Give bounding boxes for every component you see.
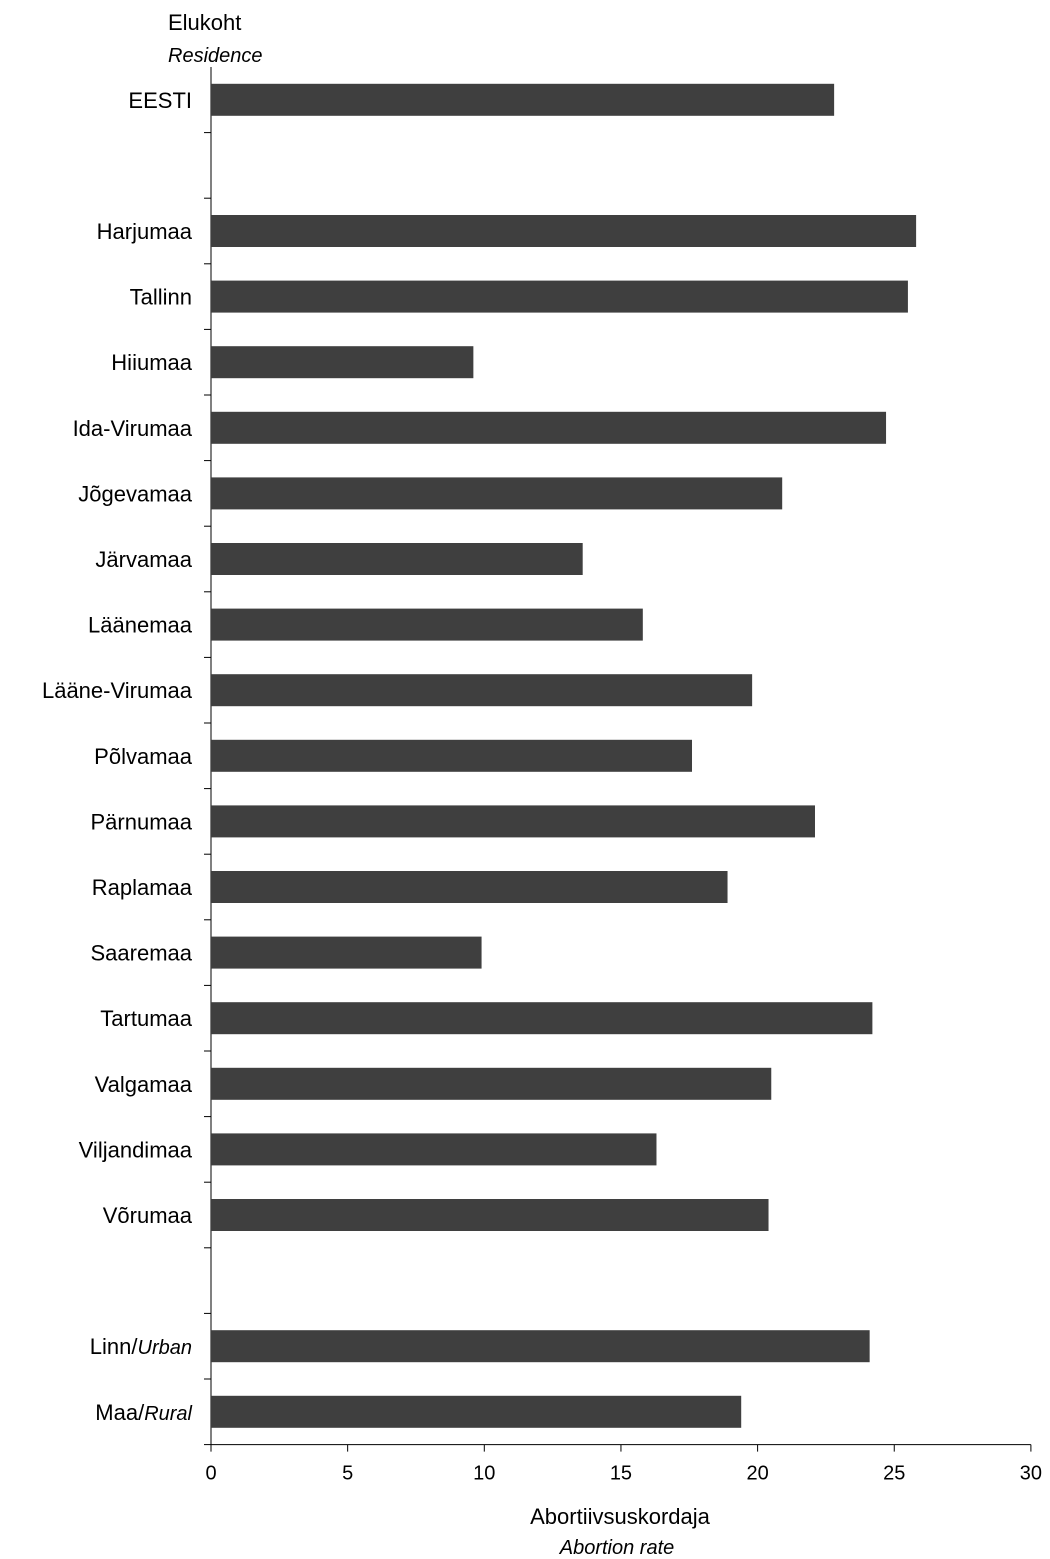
bar [211,83,835,116]
bar [211,280,908,313]
bar [211,936,482,969]
x-tick-label: 15 [610,1463,632,1485]
category-label: EESTI [128,88,192,113]
plot-area: EESTI Harjumaa Tallinn Hiiumaa Ida-Virumaa Jõ… [42,67,1042,1485]
category-label: Linn/Urban [90,1334,192,1359]
bar [211,1199,769,1231]
x-axis-title-en: Abortion rate [559,1537,675,1559]
bar [211,477,783,510]
x-tick-label: 0 [205,1463,216,1485]
x-tick-label: 25 [883,1463,905,1485]
bar [211,674,753,707]
bar [211,411,887,444]
category-label: Tartumaa [100,1006,192,1031]
category-label: Järvamaa [95,547,192,572]
bar [211,1395,742,1428]
bar [211,346,474,379]
bar [211,805,815,838]
bar [211,1067,772,1100]
x-tick-label: 20 [746,1463,768,1485]
bar [211,871,728,903]
bar [211,215,917,247]
category-label: Harjumaa [97,219,193,244]
bar [211,1002,873,1035]
bar [211,1133,657,1166]
bar [211,608,643,641]
category-label: Viljandimaa [79,1137,193,1162]
category-label: Põlvamaa [94,744,193,769]
bar [211,543,583,575]
category-label: Lääne-Virumaa [42,678,193,703]
category-label: Jõgevamaa [78,481,193,506]
category-label: Hiiumaa [111,350,192,375]
x-tick-label: 10 [473,1463,495,1485]
x-tick-label: 30 [1020,1463,1042,1485]
category-label: Raplamaa [92,875,193,900]
category-label: Maa/Rural [95,1400,192,1425]
x-axis-title: Abortiivsuskordaja [530,1504,711,1529]
category-label: Võrumaa [103,1203,193,1228]
x-tick-label: 5 [342,1463,353,1485]
bar [211,1330,870,1363]
category-label: Tallinn [130,285,192,310]
category-label: Läänemaa [88,613,193,638]
category-label: Saaremaa [90,941,192,966]
bar [211,739,693,772]
category-label: Valgamaa [95,1072,193,1097]
y-axis-title-en: Residence [168,45,263,67]
y-axis-title: Elukoht [168,10,241,35]
category-label: Ida-Virumaa [73,416,193,441]
category-label: Pärnumaa [90,809,192,834]
